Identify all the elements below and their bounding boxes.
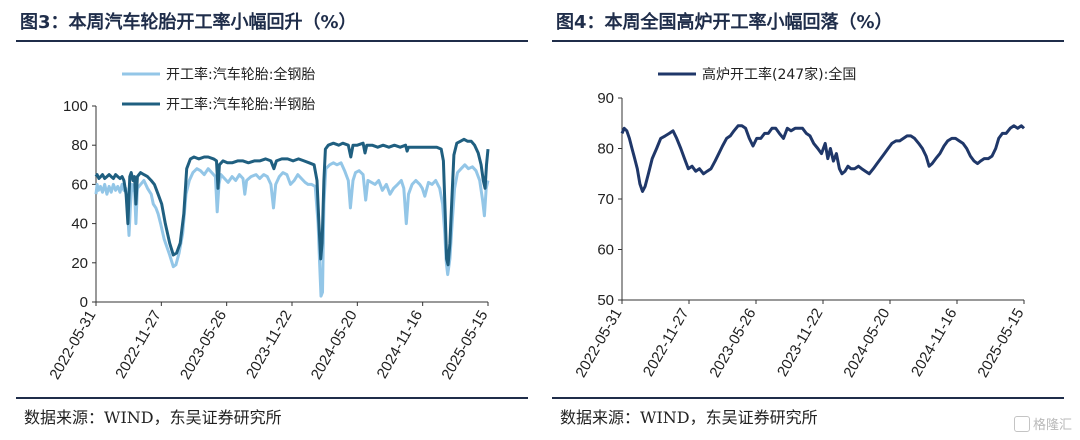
x-tick-label: 2023-05-26 [177,308,230,383]
y-tick-label: 0 [80,294,88,311]
x-tick-label: 2022-11-27 [640,306,693,380]
watermark: 格隆汇 [1013,414,1072,433]
x-tick-label: 2024-05-20 [840,306,893,381]
chart-title: 图3：本周汽车轮胎开工率小幅回升（%） [20,12,357,33]
tire-operating-rate-chart: 0 20 40 60 80 100 2022-05-31 2022-11-27 2023-05-… [46,66,491,383]
chart-panel-blast-furnace: 图4：本周全国高炉开工率小幅回落（%） 50 60 70 80 90 2022-05-31… [552,0,1064,440]
legend-label: 高炉开工率(247家):全国 [702,66,856,83]
x-tick-label: 2023-11-22 [774,306,827,380]
source-note: 数据来源：WIND，东吴证券研究所 [560,408,818,427]
legend-label: 开工率:汽车轮胎:半钢胎 [166,96,315,113]
x-tick-label: 2022-05-31 [572,306,625,381]
x-tick-label: 2023-05-26 [706,306,759,381]
x-tick-label: 2024-05-20 [308,308,361,383]
x-tick-label: 2024-11-16 [374,308,427,382]
series-line-0 [94,161,490,298]
y-tick-label: 20 [71,255,88,272]
top-rule [16,40,528,42]
y-tick-label: 60 [71,176,88,193]
y-tick-label: 50 [597,292,614,309]
legend-label: 开工率:汽车轮胎:全钢胎 [166,66,315,83]
chart-panel-tire: 图3：本周汽车轮胎开工率小幅回升（%） 0 20 40 60 80 100 2022-05-… [16,0,528,440]
x-tick-label: 2025-05-15 [974,306,1027,381]
blast-furnace-operating-rate-chart: 50 60 70 80 90 2022-05-31 2022-11-27 2023-05-26… [572,66,1027,381]
y-tick-label: 80 [71,137,88,154]
bottom-rule [16,397,528,399]
watermark-logo-icon [1013,416,1030,432]
x-tick-label: 2025-05-15 [438,308,491,383]
bottom-rule [552,397,1064,399]
series-line-1 [94,137,490,267]
y-tick-label: 80 [597,141,614,158]
watermark-text: 格隆汇 [1032,418,1072,433]
top-rule [552,40,1064,42]
y-tick-label: 90 [597,90,614,107]
series-line-0 [620,124,1026,193]
x-tick-label: 2024-11-16 [908,306,961,380]
source-note: 数据来源：WIND，东吴证券研究所 [24,408,282,427]
y-tick-label: 60 [597,242,614,259]
y-tick-label: 100 [63,98,88,115]
x-tick-label: 2023-11-22 [243,308,296,382]
y-tick-label: 40 [71,216,88,233]
y-tick-label: 70 [597,191,614,208]
x-tick-label: 2022-05-31 [46,308,99,383]
chart-title: 图4：本周全国高炉开工率小幅回落（%） [556,12,893,33]
x-tick-label: 2022-11-27 [112,308,165,382]
